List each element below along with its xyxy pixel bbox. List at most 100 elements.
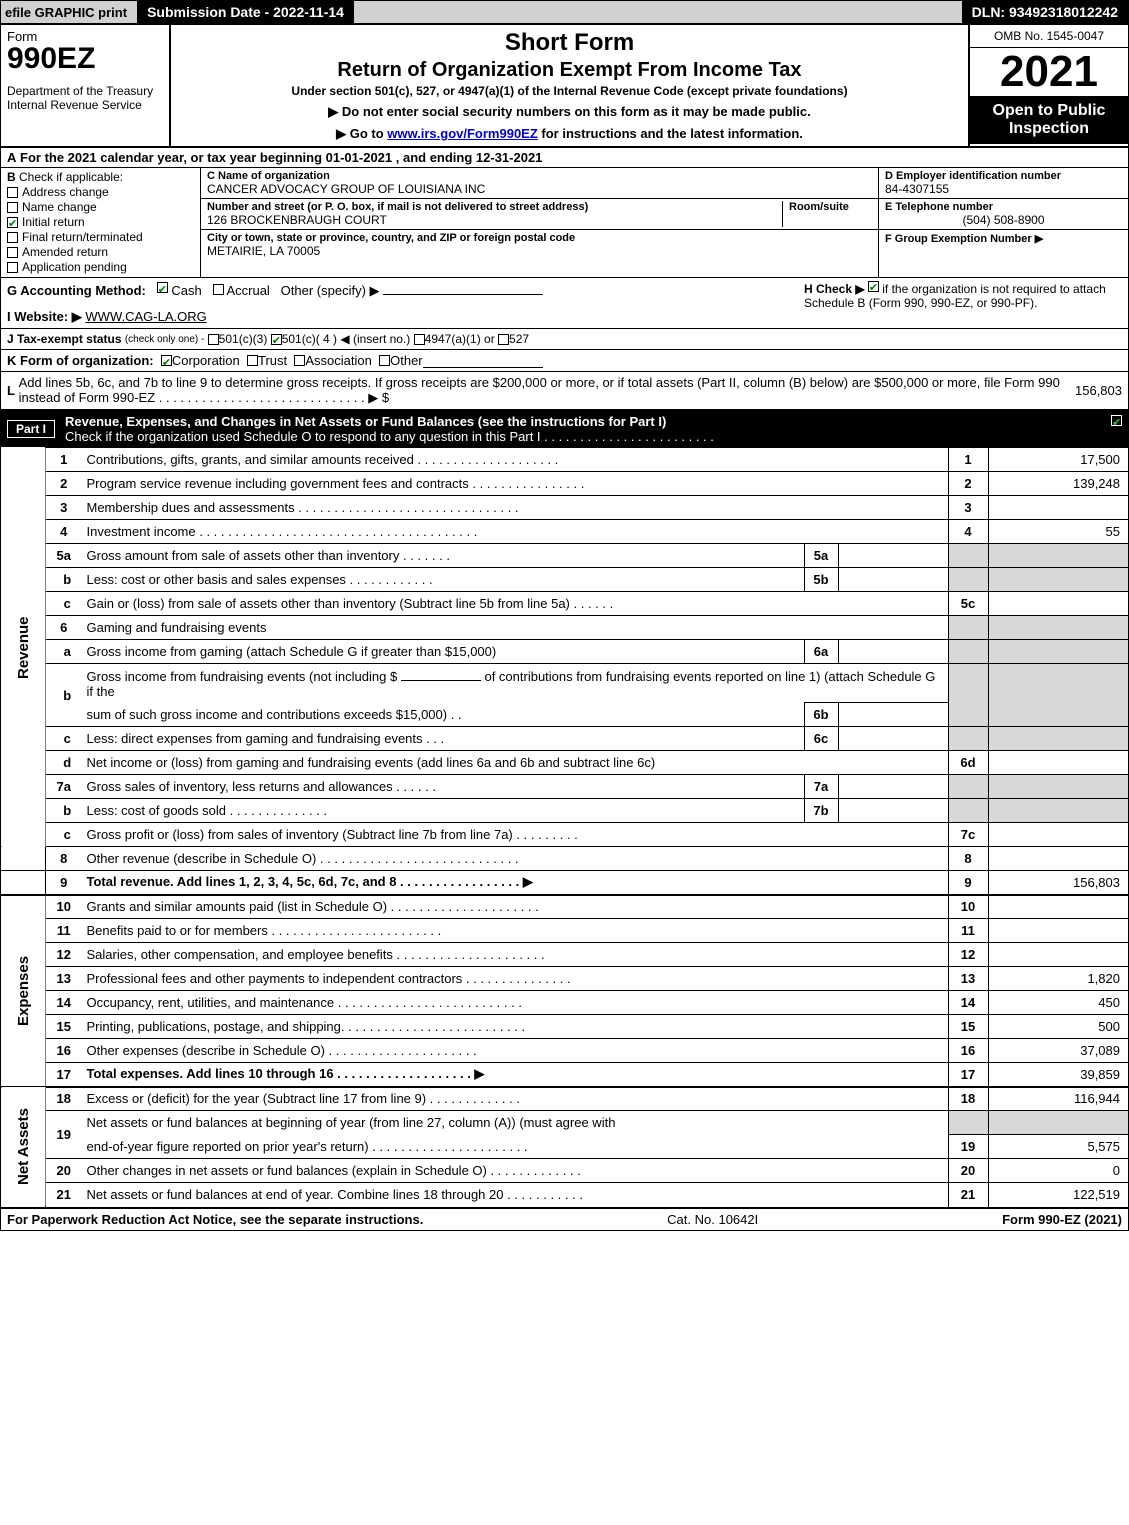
part-1-header: Part I Revenue, Expenses, and Changes in… [1,411,1128,447]
row-a-label: A [7,150,16,165]
line-num: 1 [46,448,82,472]
checkbox-icon[interactable] [414,334,425,345]
checkbox-icon[interactable] [294,355,305,366]
row-a-text: For the 2021 calendar year, or tax year … [20,150,542,165]
mini-label: 6c [804,727,838,751]
line-desc: Gain or (loss) from sale of assets other… [82,592,949,616]
mini-value [838,775,948,799]
line-9: 9 Total revenue. Add lines 1, 2, 3, 4, 5… [1,871,1128,895]
mini-label: 5a [804,544,838,568]
line-num: c [46,727,82,751]
line-6d: d Net income or (loss) from gaming and f… [1,751,1128,775]
checkbox-icon[interactable] [498,334,509,345]
check-label: Final return/terminated [22,230,143,244]
line-num: 5a [46,544,82,568]
part-1-subtitle: Check if the organization used Schedule … [65,429,714,444]
website-link[interactable]: WWW.CAG-LA.ORG [85,309,206,324]
mini-value [838,727,948,751]
line-desc: Total expenses. Add lines 10 through 16 … [82,1063,949,1087]
checkbox-icon[interactable] [213,284,224,295]
checkbox-icon[interactable] [208,334,219,345]
line-value: 139,248 [988,472,1128,496]
line-value: 1,820 [988,967,1128,991]
line-num: b [46,568,82,592]
line-18: Net Assets 18 Excess or (deficit) for th… [1,1087,1128,1111]
line-num: d [46,751,82,775]
checkbox-icon[interactable] [157,282,168,293]
check-application-pending: Application pending [7,260,194,274]
line-desc: Gross amount from sale of assets other t… [82,544,805,568]
subtitle-3-pre: ▶ Go to [336,126,387,141]
line-5b: b Less: cost or other basis and sales ex… [1,568,1128,592]
checkbox-icon[interactable] [1111,415,1122,426]
line-colnum: 5c [948,592,988,616]
side-gap [1,847,46,871]
checkbox-icon[interactable] [7,217,18,228]
omb-number: OMB No. 1545-0047 [970,25,1128,48]
checkbox-icon[interactable] [7,247,18,258]
header-center: Short Form Return of Organization Exempt… [171,25,968,146]
form-header: Form 990EZ Department of the Treasury In… [1,25,1128,148]
checkbox-icon[interactable] [161,355,172,366]
addr-label: Number and street (or P. O. box, if mail… [207,201,782,213]
address-row: Number and street (or P. O. box, if mail… [201,199,878,230]
shade-cell [948,616,988,640]
subtitle-1: Under section 501(c), 527, or 4947(a)(1)… [181,84,958,98]
checkbox-icon[interactable] [379,355,390,366]
shade-cell [948,640,988,664]
shade-cell [948,775,988,799]
subtitle-3: ▶ Go to www.irs.gov/Form990EZ for instru… [181,126,958,142]
telephone-row: E Telephone number (504) 508-8900 [879,199,1128,230]
checkbox-icon[interactable] [7,202,18,213]
ein-label: D Employer identification number [885,170,1122,182]
tel-label: E Telephone number [885,201,1122,213]
line-desc: Investment income . . . . . . . . . . . … [82,520,949,544]
row-g: G Accounting Method: Cash Accrual Other … [1,278,798,328]
line-value [988,847,1128,871]
checkbox-icon[interactable] [7,187,18,198]
checkbox-icon[interactable] [7,262,18,273]
line-colnum: 9 [948,871,988,895]
checkbox-icon[interactable] [868,281,879,292]
line-value [988,943,1128,967]
city-label: City or town, state or province, country… [207,232,872,244]
efile-label: efile GRAPHIC print [1,1,131,23]
shade-cell [988,568,1128,592]
irs-link[interactable]: www.irs.gov/Form990EZ [387,126,538,141]
checkbox-icon[interactable] [247,355,258,366]
line-21: 21 Net assets or fund balances at end of… [1,1183,1128,1207]
room-suite: Room/suite [782,201,872,227]
line-17: 17 Total expenses. Add lines 10 through … [1,1063,1128,1087]
checkbox-icon[interactable] [7,232,18,243]
line-colnum: 7c [948,823,988,847]
blank-line [401,667,481,681]
line-num: 8 [46,847,82,871]
shade-cell [988,544,1128,568]
line-value [988,823,1128,847]
org-name: CANCER ADVOCACY GROUP OF LOUISIANA INC [207,182,872,196]
subtitle-3-post: for instructions and the latest informat… [538,126,803,141]
row-k-label: K Form of organization: [7,353,154,368]
line-colnum: 17 [948,1063,988,1087]
checkbox-icon[interactable] [271,334,282,345]
shade-cell [948,727,988,751]
line-colnum: 13 [948,967,988,991]
line-num: 2 [46,472,82,496]
line-value: 500 [988,1015,1128,1039]
line-7a: 7a Gross sales of inventory, less return… [1,775,1128,799]
line-desc: Grants and similar amounts paid (list in… [82,895,949,919]
mini-value [838,640,948,664]
line-desc: Membership dues and assessments . . . . … [82,496,949,520]
dept-label: Department of the Treasury Internal Reve… [7,84,163,112]
footer-right: Form 990-EZ (2021) [1002,1212,1122,1227]
top-bar: efile GRAPHIC print Submission Date - 20… [1,1,1128,25]
line-colnum: 20 [948,1159,988,1183]
line-10: Expenses 10 Grants and similar amounts p… [1,895,1128,919]
line-colnum: 12 [948,943,988,967]
line-6a: a Gross income from gaming (attach Sched… [1,640,1128,664]
line-6b-desc: Gross income from fundraising events (no… [82,664,949,703]
line-desc: Gaming and fundraising events [82,616,949,640]
org-city: METAIRIE, LA 70005 [207,244,872,258]
line-value: 39,859 [988,1063,1128,1087]
line-desc: Gross sales of inventory, less returns a… [82,775,805,799]
